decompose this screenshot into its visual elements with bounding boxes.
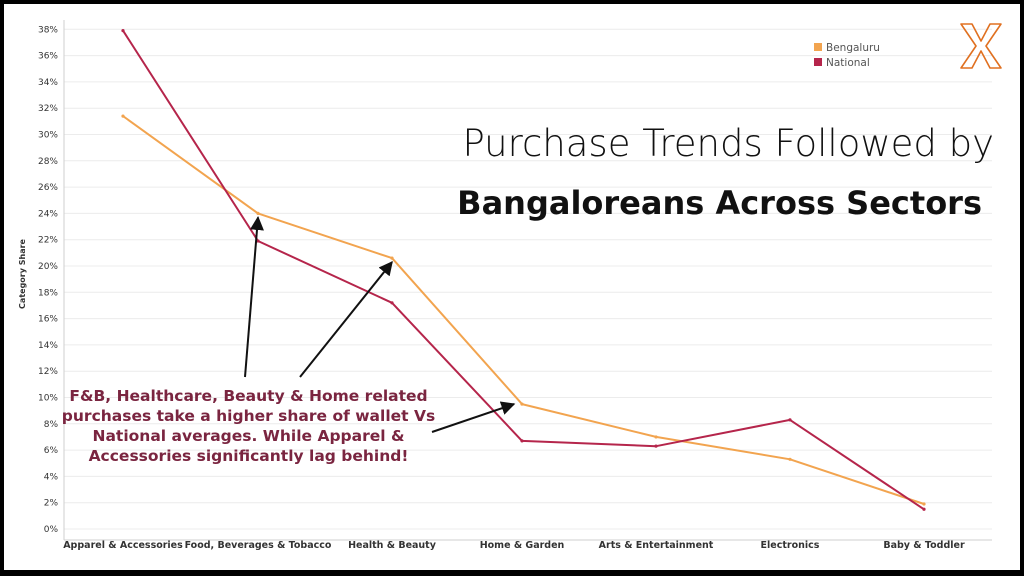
data-point: [390, 256, 394, 260]
y-tick-label: 18%: [38, 288, 58, 298]
data-point: [121, 114, 125, 118]
y-tick-label: 0%: [44, 525, 59, 535]
data-point: [788, 457, 792, 461]
series-lines: [121, 29, 926, 511]
x-tick-label: Food, Beverages & Tobacco: [185, 540, 332, 551]
chart-title-line-2: Bangaloreans Across Sectors: [457, 184, 982, 222]
legend-swatch: [814, 43, 822, 51]
data-point: [922, 502, 926, 506]
x-tick-label: Home & Garden: [480, 540, 565, 551]
grid: [64, 28, 992, 530]
line-chart: 0% 2% 4% 6% 8% 10% 12% 14% 16% 18% 20% 22% 24% 26% 28%…: [18, 20, 992, 551]
x-logo-icon: [960, 23, 1002, 69]
y-tick-label: 16%: [38, 315, 58, 325]
x-tick-label: Apparel & Accessories: [63, 540, 183, 551]
y-tick-label: 38%: [38, 25, 58, 35]
y-tick-label: 6%: [44, 446, 59, 456]
data-point: [520, 439, 524, 443]
x-axis: Apparel & Accessories Food, Beverages & T…: [63, 540, 965, 551]
y-tick-label: 10%: [38, 394, 58, 404]
legend-swatch: [814, 58, 822, 66]
annotation-arrow: [244, 216, 264, 378]
y-tick-label: 8%: [44, 420, 59, 430]
y-tick-label: 26%: [38, 183, 58, 193]
y-axis: 0% 2% 4% 6% 8% 10% 12% 14% 16% 18% 20% 22% 24% 26% 28%…: [38, 20, 992, 541]
data-point: [788, 418, 792, 422]
data-point: [654, 435, 658, 439]
data-point: [256, 239, 260, 243]
y-tick-label: 22%: [38, 236, 58, 246]
annotation-arrow: [299, 261, 393, 378]
x-tick-label: Baby & Toddler: [883, 540, 965, 551]
legend: Bengaluru National: [814, 42, 880, 69]
y-tick-label: 4%: [44, 472, 59, 482]
y-tick-label: 24%: [38, 209, 58, 219]
data-point: [520, 402, 524, 406]
y-tick-label: 28%: [38, 157, 58, 167]
x-tick-label: Electronics: [761, 540, 820, 551]
y-tick-label: 14%: [38, 341, 58, 351]
annotation-arrows: [244, 216, 516, 433]
y-tick-label: 30%: [38, 131, 58, 141]
y-tick-label: 12%: [38, 367, 58, 377]
legend-label: National: [826, 57, 870, 69]
y-tick-label: 2%: [44, 499, 59, 509]
x-tick-label: Health & Beauty: [348, 540, 437, 551]
data-point: [390, 301, 394, 305]
slide: 0% 2% 4% 6% 8% 10% 12% 14% 16% 18% 20% 22% 24% 26% 28%…: [4, 4, 1020, 570]
data-point: [121, 29, 125, 33]
data-point: [922, 507, 926, 511]
x-tick-label: Arts & Entertainment: [599, 540, 714, 551]
annotation-text: F&B, Healthcare, Beauty & Home related p…: [61, 387, 436, 465]
y-tick-label: 36%: [38, 52, 58, 62]
chart-title-line-1: Purchase Trends Followed by: [462, 122, 994, 165]
y-tick-label: 32%: [38, 104, 58, 114]
y-tick-label: 34%: [38, 78, 58, 88]
annotation-arrow: [431, 401, 516, 433]
y-axis-label: Category Share: [18, 238, 27, 308]
data-point: [256, 211, 260, 215]
legend-label: Bengaluru: [826, 42, 880, 54]
y-tick-label: 20%: [38, 262, 58, 272]
data-point: [654, 444, 658, 448]
